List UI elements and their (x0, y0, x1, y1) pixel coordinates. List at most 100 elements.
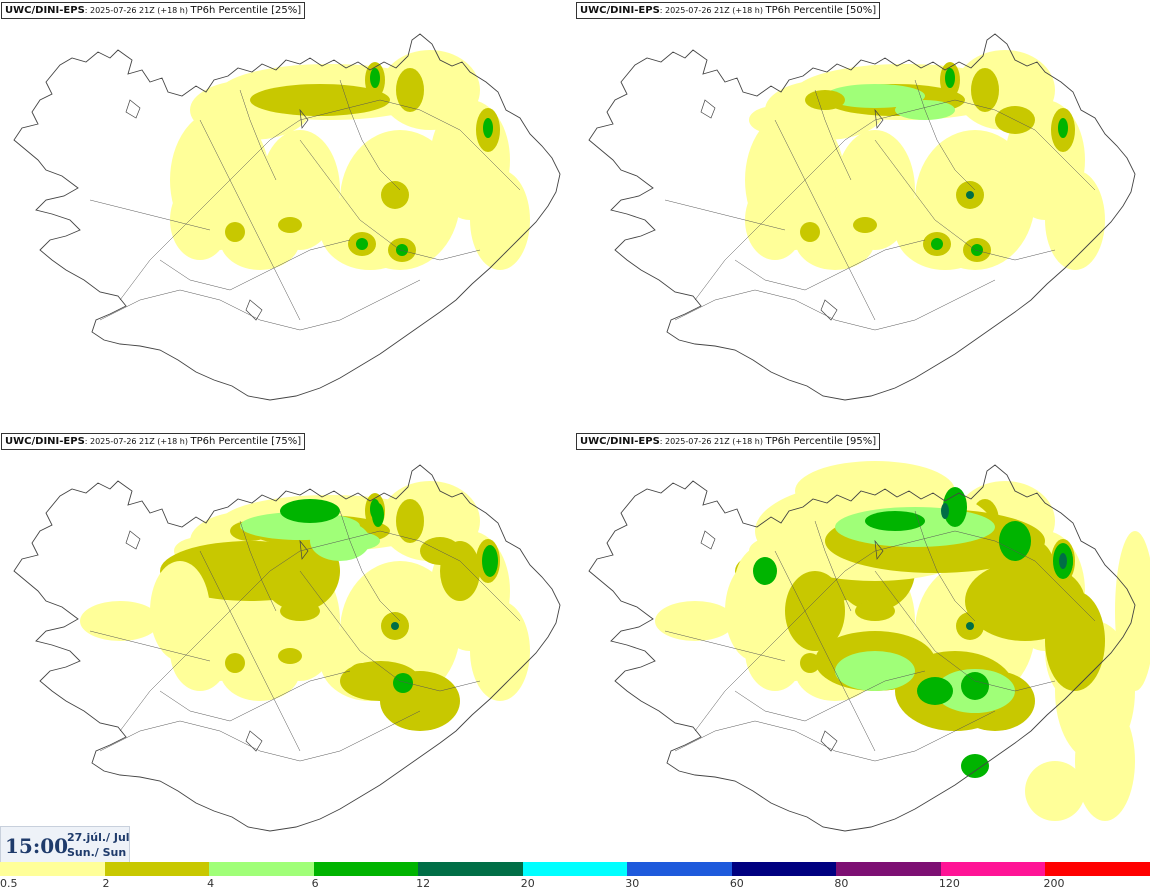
road-line (379, 530, 521, 622)
precip-contour (971, 244, 983, 256)
legend-label: 0.5 (0, 877, 18, 890)
lake-outline (874, 539, 884, 560)
legend-label: 30 (625, 877, 640, 890)
precip-contour (470, 601, 530, 701)
valid-date-line2: Sun./ Sun (67, 846, 127, 859)
panel-title: UWC/DINI-EPS: 2025-07-26 21Z (+18 h) TP6… (576, 433, 881, 450)
coastline (13, 33, 561, 401)
precip-contour (278, 648, 302, 664)
road-line (89, 199, 211, 231)
lake-outline (125, 530, 141, 550)
precip-contour (1075, 701, 1135, 821)
precip-contour (1045, 170, 1105, 270)
precip-contour (482, 545, 498, 577)
road-line (694, 530, 956, 732)
precip-contour (971, 68, 999, 112)
legend-label: 200 (1043, 877, 1065, 890)
precip-contour (999, 521, 1031, 561)
lake-outline (820, 730, 838, 752)
precip-field (80, 481, 530, 731)
precip-contour (80, 601, 160, 641)
legend-label: 2 (102, 877, 110, 890)
precip-contour (1045, 591, 1105, 691)
legend-swatch (731, 862, 837, 876)
map-panel-p95: UWC/DINI-EPS: 2025-07-26 21Z (+18 h) TP6… (575, 431, 1150, 861)
precip-contour (917, 677, 953, 705)
lake-outline (820, 299, 838, 321)
road-line (674, 279, 996, 331)
legend-color-bar (0, 862, 1150, 876)
road-line (119, 99, 381, 301)
valid-time: 15:00 (5, 834, 69, 858)
road-line (734, 239, 926, 291)
valid-time-box: 15:00 27.júl./ Jul Sun./ Sun (0, 826, 130, 864)
precip-contour (393, 673, 413, 693)
legend-swatch (313, 862, 419, 876)
legend-label: 6 (311, 877, 319, 890)
road-line (814, 89, 852, 181)
road-line (199, 119, 301, 321)
road-line (159, 670, 351, 722)
legend-label: 60 (729, 877, 744, 890)
precip-map-p75 (13, 464, 561, 832)
precip-contour (396, 244, 408, 256)
panel-title: UWC/DINI-EPS: 2025-07-26 21Z (+18 h) TP6… (1, 433, 306, 450)
precip-contour (800, 653, 820, 673)
precip-contour (278, 217, 302, 233)
precip-contour (753, 557, 777, 585)
valid-date-line1: 27.júl./ Jul (67, 831, 130, 844)
precip-contour (966, 622, 974, 630)
precip-contour (225, 222, 245, 242)
legend-swatch (104, 862, 210, 876)
road-line (239, 89, 277, 181)
panel-title: UWC/DINI-EPS: 2025-07-26 21Z (+18 h) TP6… (576, 2, 881, 19)
legend-label: 20 (520, 877, 535, 890)
precip-contour (961, 754, 989, 778)
precip-contour (1059, 553, 1067, 569)
precip-contour (391, 622, 399, 630)
precip-contour (943, 487, 967, 527)
precip-contour (795, 461, 955, 521)
precip-contour (225, 653, 245, 673)
precip-contour (1001, 70, 1049, 90)
coastline (588, 33, 1136, 401)
legend-swatch (418, 862, 523, 876)
legend-swatch (940, 862, 1046, 876)
precip-contour (396, 68, 424, 112)
precip-field (745, 50, 1105, 270)
road-line (664, 630, 786, 662)
precip-contour (483, 118, 493, 138)
road-line (814, 520, 852, 612)
lake-outline (245, 299, 263, 321)
road-line (954, 530, 1096, 622)
panel-title: UWC/DINI-EPS: 2025-07-26 21Z (+18 h) TP6… (1, 2, 306, 19)
precip-contour (426, 501, 474, 521)
precip-contour (1001, 501, 1049, 521)
road-line (874, 570, 1056, 692)
road-line (674, 710, 996, 762)
legend-swatch (522, 862, 628, 876)
legend-swatch (0, 862, 105, 876)
map-panel-p75: UWC/DINI-EPS: 2025-07-26 21Z (+18 h) TP6… (0, 431, 575, 861)
lake-outline (874, 108, 884, 129)
road-line (954, 99, 1096, 191)
precip-contour (1115, 531, 1150, 691)
road-line (774, 119, 876, 321)
legend-swatch (836, 862, 941, 876)
precip-contour (370, 68, 380, 88)
road-line (694, 99, 956, 301)
road-line (339, 79, 401, 191)
precip-contour (853, 217, 877, 233)
precip-map-p50 (588, 33, 1136, 401)
lake-outline (299, 108, 309, 129)
precip-contour (372, 503, 384, 527)
precip-contour (805, 90, 845, 110)
road-line (914, 79, 976, 191)
legend-label: 4 (207, 877, 215, 890)
road-line (99, 710, 421, 762)
road-line (664, 199, 786, 231)
precip-contour (655, 601, 735, 641)
precip-map-p25 (13, 33, 561, 401)
precip-contour (945, 68, 955, 88)
road-line (914, 510, 976, 622)
